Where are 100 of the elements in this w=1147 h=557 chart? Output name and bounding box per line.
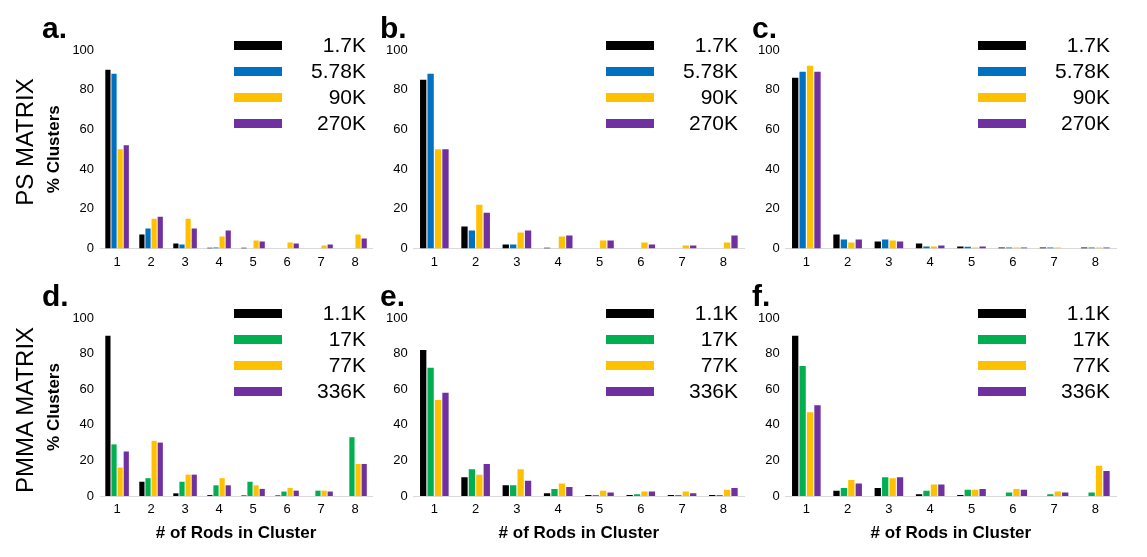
x-tick-label: 7 <box>317 253 325 269</box>
legend-label: 77K <box>699 353 738 377</box>
bar <box>420 350 427 496</box>
y-tick-label: 40 <box>765 160 780 176</box>
bar <box>1062 492 1069 496</box>
x-tick-label: 4 <box>215 253 223 269</box>
text: PMMA MATRIX <box>11 326 39 494</box>
bar <box>259 488 265 496</box>
legend-label: 5.78K <box>1054 59 1110 83</box>
bar <box>259 241 265 249</box>
chart-title: a. <box>42 11 68 45</box>
bar <box>806 412 814 496</box>
text: PS MATRIX <box>11 78 39 206</box>
bar <box>219 478 225 496</box>
bar <box>524 480 532 496</box>
bar <box>434 399 442 496</box>
y-tick-label: 60 <box>765 380 780 396</box>
bar <box>792 77 799 249</box>
bar <box>558 236 566 249</box>
bar <box>117 467 123 496</box>
bar <box>468 230 476 249</box>
bar <box>848 242 855 249</box>
bar <box>731 235 738 249</box>
legend-label: 270K <box>315 111 366 135</box>
bar <box>293 243 299 249</box>
bar <box>566 487 573 496</box>
bar <box>213 485 219 496</box>
x-tick-label: 3 <box>181 501 189 517</box>
bar <box>139 234 145 249</box>
bar <box>427 73 434 249</box>
y-tick-label: 40 <box>393 416 408 432</box>
bar <box>964 489 971 496</box>
y-tick-label: 20 <box>393 200 408 216</box>
bar <box>287 487 293 496</box>
bar <box>105 335 111 496</box>
bar <box>123 451 129 496</box>
x-tick-label: 3 <box>181 253 189 269</box>
legend-label: 1.1K <box>1065 301 1110 325</box>
legend-label: 1.1K <box>693 301 738 325</box>
x-tick-label: 6 <box>283 501 291 517</box>
bar <box>502 244 509 249</box>
y-tick-label: 80 <box>765 81 780 97</box>
bar <box>321 245 327 249</box>
y-tick-label: 20 <box>393 451 408 467</box>
bar <box>896 241 904 249</box>
legend-label: 336K <box>1059 379 1110 403</box>
legend-label: 5.78K <box>310 59 366 83</box>
x-tick-label: 5 <box>595 501 604 517</box>
x-tick-label: 8 <box>719 253 727 269</box>
bar <box>806 65 814 249</box>
x-tick-label: 2 <box>844 253 852 269</box>
bar <box>123 145 129 249</box>
bar <box>179 244 185 249</box>
y-tick-label: 100 <box>72 309 95 325</box>
bar <box>191 228 197 249</box>
bar <box>723 242 731 249</box>
bar <box>476 204 483 249</box>
x-tick-label: 6 <box>283 253 291 269</box>
bar <box>972 489 979 496</box>
y-tick-label: 80 <box>393 81 408 97</box>
y-tick-label: 40 <box>79 416 95 432</box>
bar <box>641 491 648 496</box>
x-tick-label: 1 <box>430 253 438 269</box>
bar <box>173 243 179 249</box>
y-tick-label: 20 <box>79 451 95 467</box>
x-tick-label: 7 <box>1050 253 1058 269</box>
bar <box>1103 471 1110 496</box>
bar <box>427 367 434 496</box>
bar <box>281 491 287 496</box>
y-tick-label: 0 <box>400 487 408 503</box>
bar <box>874 487 881 496</box>
y-tick-label: 100 <box>72 41 95 57</box>
bar <box>117 149 123 249</box>
bar <box>483 463 490 496</box>
bar <box>173 493 179 496</box>
bar <box>442 392 449 496</box>
bar <box>938 484 945 496</box>
y-tick-label: 0 <box>772 487 780 503</box>
legend-label: 17K <box>327 327 366 351</box>
bar <box>938 245 945 249</box>
y-tick-label: 20 <box>765 451 780 467</box>
y-tick-label: 40 <box>393 160 408 176</box>
bar <box>434 149 442 249</box>
bar <box>139 481 145 496</box>
x-tick-label: 4 <box>926 501 934 517</box>
y-axis-title: % Clusters <box>43 363 63 451</box>
bar <box>648 244 656 249</box>
legend-label: 1.7K <box>693 33 738 57</box>
legend-label: 1.1K <box>321 301 366 325</box>
x-tick-label: 5 <box>967 501 976 517</box>
bar <box>840 239 848 249</box>
bar <box>461 477 468 496</box>
bar <box>855 239 862 249</box>
bar <box>321 490 327 496</box>
y-tick-label: 20 <box>79 200 95 216</box>
legend-label: 270K <box>1059 111 1110 135</box>
x-axis-title: # of Rods in Cluster <box>870 523 1032 543</box>
bar <box>874 241 881 249</box>
x-tick-label: 7 <box>678 253 686 269</box>
y-tick-label: 60 <box>79 380 95 396</box>
